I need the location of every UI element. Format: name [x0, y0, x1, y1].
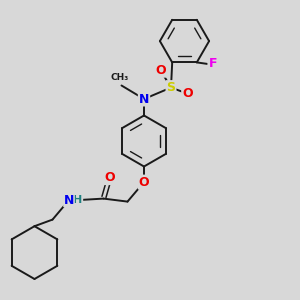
Text: O: O — [155, 64, 166, 77]
Text: F: F — [208, 57, 217, 70]
Text: O: O — [182, 87, 193, 100]
Text: O: O — [139, 176, 149, 189]
Text: H: H — [74, 195, 82, 205]
Text: S: S — [167, 81, 176, 94]
Text: O: O — [104, 171, 115, 184]
Text: CH₃: CH₃ — [111, 73, 129, 82]
Text: N: N — [64, 194, 74, 207]
Text: N: N — [139, 92, 149, 106]
